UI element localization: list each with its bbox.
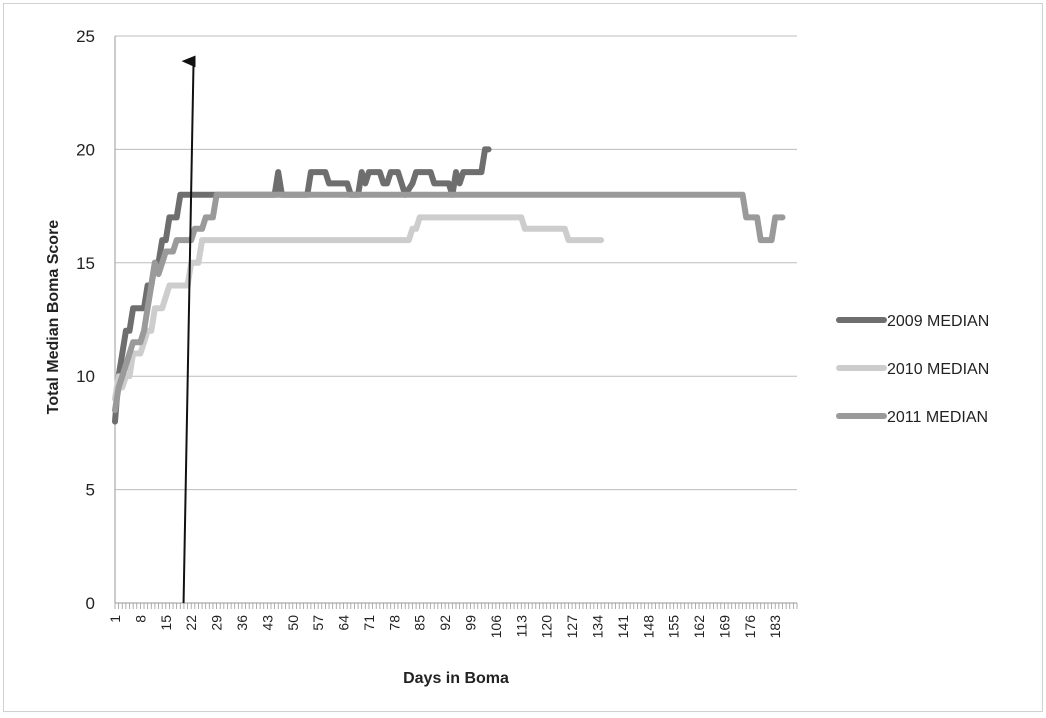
legend-label: 2009 MEDIAN [887, 313, 989, 330]
x-tick-label: 92 [437, 615, 453, 631]
annotation [181, 55, 196, 604]
x-tick-label: 15 [158, 615, 174, 631]
series-line-2011 [112, 191, 786, 414]
x-axis-title: Days in Boma [403, 670, 509, 687]
x-tick-label: 1 [107, 615, 123, 623]
x-tick-label: 169 [716, 615, 732, 639]
x-tick-label: 8 [132, 615, 148, 623]
chart-frame: 0 5 10 15 20 25 1 8 15 22 29 36 43 50 57 64 71 78 85 92 99 10… [3, 3, 1043, 712]
legend: 2009 MEDIAN 2010 MEDIAN 2011 MEDIAN [836, 313, 989, 426]
y-tick-label: 5 [86, 481, 95, 500]
x-tick-label: 155 [666, 615, 682, 639]
y-tick-label: 10 [76, 367, 95, 386]
legend-label: 2010 MEDIAN [887, 361, 989, 378]
x-tick-label: 78 [386, 615, 402, 631]
series-line-2010 [112, 214, 605, 402]
y-tick-label: 0 [86, 594, 95, 613]
x-tick-label: 134 [589, 615, 605, 639]
axes: 0 5 10 15 20 25 1 8 15 22 29 36 43 50 57 64 71 78 85 92 99 10… [76, 27, 798, 639]
x-tick-label: 71 [361, 615, 377, 631]
y-tick-label: 20 [76, 140, 95, 159]
x-tick-label: 64 [336, 615, 352, 631]
x-tick-label: 99 [463, 615, 479, 631]
x-tick-label: 127 [564, 615, 580, 639]
gridlines [115, 35, 797, 491]
y-tick-label: 25 [76, 27, 95, 46]
x-tick-label: 120 [539, 615, 555, 639]
y-tick-label: 15 [76, 254, 95, 273]
line-chart: 0 5 10 15 20 25 1 8 15 22 29 36 43 50 57 64 71 78 85 92 99 10… [45, 27, 989, 687]
series-lines [112, 146, 786, 425]
x-tick-label: 106 [488, 615, 504, 639]
x-tick-label: 29 [209, 615, 225, 631]
y-axis-title: Total Median Boma Score [45, 220, 62, 415]
legend-label: 2011 MEDIAN [887, 409, 988, 426]
x-tick-label: 57 [310, 615, 326, 631]
x-tick-label: 113 [513, 615, 529, 638]
x-tick-label: 141 [615, 615, 631, 639]
x-tick-label: 85 [412, 615, 428, 631]
x-tick-label: 50 [285, 615, 301, 631]
x-tick-label: 148 [640, 615, 656, 639]
x-tick-label: 176 [742, 615, 758, 639]
x-tick-label: 43 [259, 615, 275, 631]
x-tick-label: 22 [183, 615, 199, 631]
x-tick-label: 183 [767, 615, 783, 639]
annotation-arrow [181, 55, 196, 604]
x-tick-label: 162 [691, 615, 707, 639]
x-tick-label: 36 [234, 615, 250, 631]
